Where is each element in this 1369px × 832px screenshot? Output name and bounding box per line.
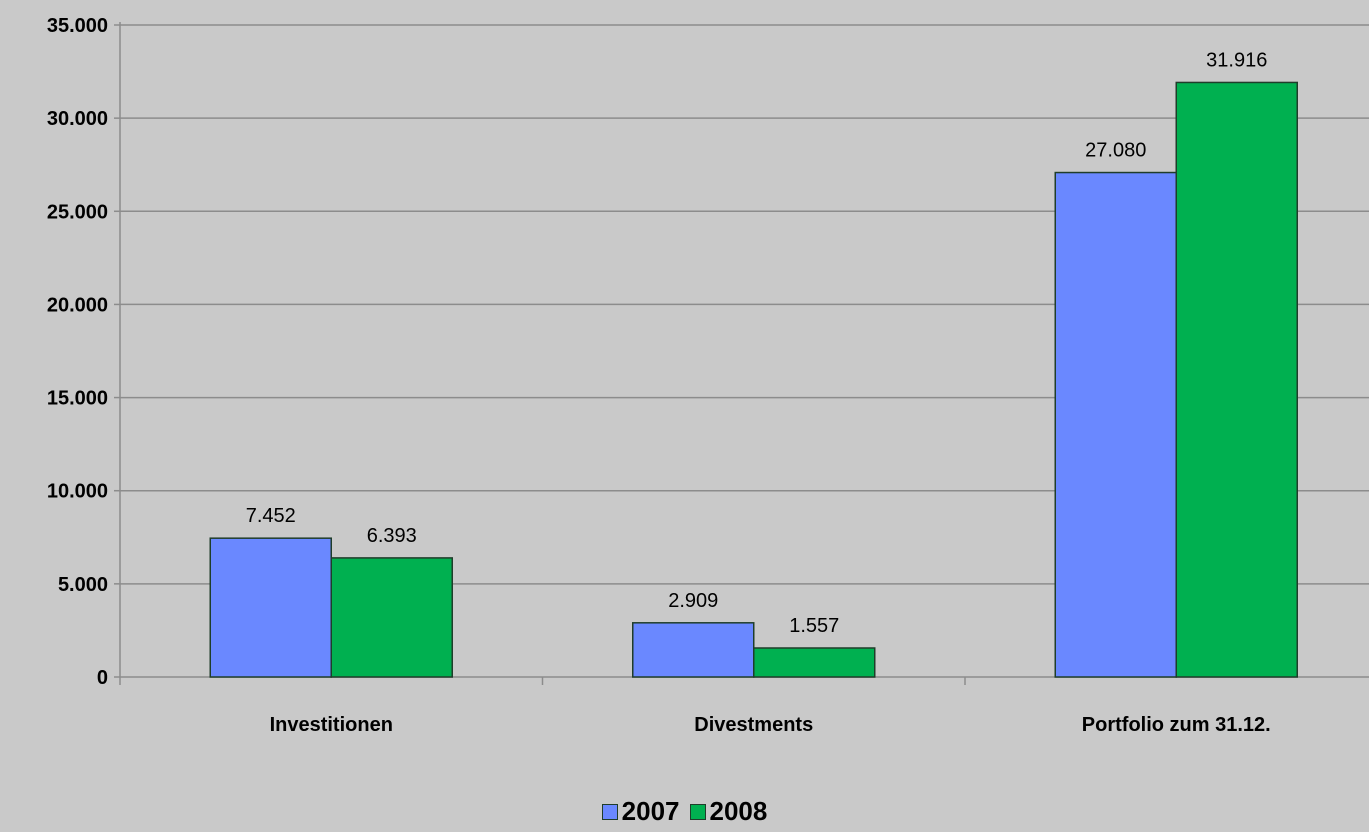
data-label: 6.393 [367,525,417,547]
data-label: 2.909 [668,590,718,612]
x-tick-label: Investitionen [270,714,393,736]
x-tick-label: Divestments [694,714,813,736]
data-label: 7.452 [246,505,296,527]
y-tick-label: 10.000 [47,481,108,503]
bars [209,81,1298,678]
legend-swatch-2008 [689,803,706,820]
legend-item-2008: 2008 [689,796,768,827]
y-tick-label: 0 [97,667,108,689]
y-tick-label: 25.000 [47,201,108,223]
y-tick-label: 20.000 [47,294,108,316]
data-label: 31.916 [1206,49,1267,71]
y-tick-label: 30.000 [47,108,108,130]
data-label: 27.080 [1085,140,1146,162]
bar-chart: 0 5.000 10.000 15.000 20.000 25.000 30.000 35.0… [47,15,1369,736]
y-tick-label: 15.000 [47,388,108,410]
y-tick-label: 35.000 [47,15,108,37]
data-label: 1.557 [789,615,839,637]
x-tick-label: Portfolio zum 31.12. [1082,714,1271,736]
legend-label-2007: 2007 [621,796,680,826]
bar-2008-1 [753,647,876,678]
bar-2007-0 [209,537,332,678]
bar-2008-2 [1175,81,1298,678]
bar-2007-2 [1054,171,1177,678]
data-labels: 7.452 6.393 2.909 1.557 27.080 31.916 [246,49,1268,637]
legend: 2007 2008 [0,796,1369,827]
legend-label-2008: 2008 [709,796,768,826]
legend-item-2007: 2007 [601,796,680,827]
y-tick-label: 5.000 [58,574,108,596]
bar-2008-0 [330,557,453,678]
gridlines [120,24,1369,585]
legend-swatch-2007 [601,803,618,820]
bar-2007-1 [632,622,755,678]
